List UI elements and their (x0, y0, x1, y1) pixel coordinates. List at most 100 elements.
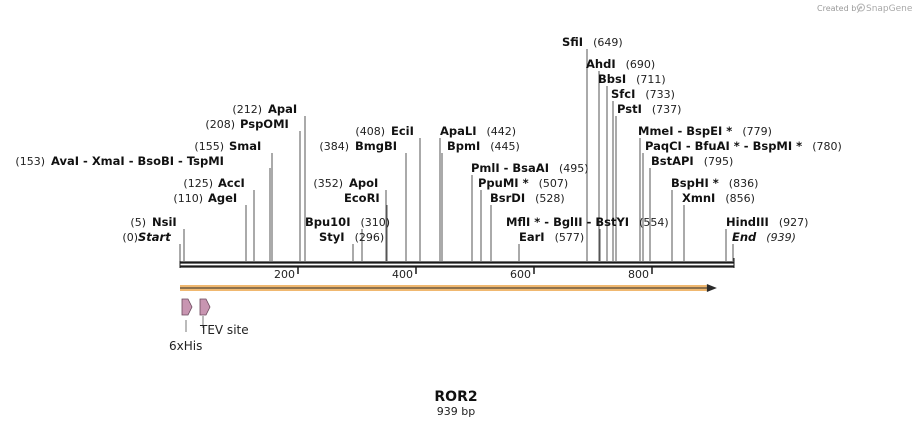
site-label-pmli-group: PmlI - BsaAI (495) (471, 161, 589, 175)
site-start: Start(0) (122, 230, 171, 244)
site-position-nsii: (5) (130, 216, 146, 229)
site-nsii: NsiI (5) (130, 215, 176, 229)
site-position-acci: (125) (183, 177, 213, 190)
enzyme-name: PspOMI (240, 117, 289, 131)
ruler-label-200: 200 (274, 268, 295, 281)
ruler: 200 400 600 800 (274, 266, 653, 281)
site-bstapi: BstAPI (795) (651, 154, 733, 168)
enzyme-name: PpuMI (478, 176, 519, 190)
enzyme-name: PaqCI (645, 139, 682, 153)
site-separator: - (79, 154, 92, 168)
enzyme-name: BglII (553, 215, 583, 229)
enzyme-name: BstAPI (651, 154, 694, 168)
enzyme-star: * (722, 124, 732, 138)
site-position-mmei-group: (779) (742, 125, 772, 138)
site-label-ecori: EcoRI (344, 191, 380, 205)
enzyme-name: ApaLI (440, 124, 477, 138)
enzyme-name: StyI (319, 230, 345, 244)
site-position-ecii: (408) (355, 125, 385, 138)
site-paqci-group: PaqCI - BfuAI * - BspMI * (780) (645, 139, 842, 153)
enzyme-name: ApaI (268, 102, 297, 116)
site-label-styi: StyI (296) (319, 230, 384, 244)
site-mfli-group: MflI * - BglII - BstYI (554) (506, 215, 669, 229)
restriction-sites: Start(0)NsiI(5) AgeI (110) AccI (125) AvaI - … (15, 35, 841, 244)
enzyme-name: SmaI (229, 139, 261, 153)
site-hindiii: HindIII (927) (726, 215, 808, 229)
enzyme-name: BfuAI (695, 139, 730, 153)
site-position-bsrdi: (528) (535, 192, 565, 205)
site-label-bbsi: BbsI (711) (598, 72, 666, 86)
site-label-paqci-group: PaqCI - BfuAI * - BspMI * (780) (645, 139, 842, 153)
site-avai-group: AvaI - XmaI - BsoBI - TspMI (153) (15, 154, 224, 168)
enzyme-star: * (792, 139, 802, 153)
enzyme-star: * (519, 176, 529, 190)
site-position-sfii: (649) (593, 36, 623, 49)
feature-tev: TEV site (199, 298, 249, 337)
site-label-apoi: ApoI (349, 176, 378, 190)
site-label-apai: ApaI (268, 102, 297, 116)
enzyme-star: * (709, 176, 719, 190)
site-mmei-group: MmeI - BspEI * (779) (638, 124, 772, 138)
enzyme-name: BspEI (686, 124, 722, 138)
enzyme-name: PmlI (471, 161, 500, 175)
site-position-avai-group: (153) (15, 155, 45, 168)
site-position-eari: (577) (555, 231, 585, 244)
site-pspomi: PspOMI (208) (205, 117, 288, 131)
site-position-apali: (442) (487, 125, 517, 138)
enzyme-name: BstYI (595, 215, 629, 229)
site-label-bmgbi: BmgBI (355, 139, 397, 153)
site-label-bpu10i: Bpu10I (310) (305, 215, 390, 229)
site-label-avai-group: AvaI - XmaI - BsoBI - TspMI (51, 154, 224, 168)
site-position-pspomi: (208) (205, 118, 235, 131)
site-ecori: EcoRI (344, 191, 380, 205)
site-bsphi: BspHI * (836) (671, 176, 758, 190)
enzyme-star: * (730, 139, 740, 153)
site-label-end: End (939) (732, 230, 796, 244)
site-position-bpmi: (445) (490, 140, 520, 153)
site-sfci: SfcI (733) (611, 87, 675, 101)
site-position-styi: (296) (355, 231, 385, 244)
feature-6xhis: 6xHis (169, 298, 202, 353)
site-separator: - (682, 139, 695, 153)
site-agei: AgeI (110) (173, 191, 237, 205)
site-position-start: (0) (122, 231, 138, 244)
site-position-mfli-group: (554) (639, 216, 669, 229)
site-pmli-group: PmlI - BsaAI (495) (471, 161, 589, 175)
sequence-title: ROR2 (434, 389, 477, 405)
site-bpmi: BpmI (445) (447, 139, 520, 153)
site-psti: PstI (737) (617, 102, 681, 116)
site-position-apai: (212) (232, 103, 262, 116)
site-label-mmei-group: MmeI - BspEI * (779) (638, 124, 772, 138)
enzyme-name: BpmI (447, 139, 480, 153)
ruler-label-800: 800 (628, 268, 649, 281)
site-label-hindiii: HindIII (927) (726, 215, 808, 229)
enzyme-name: End (732, 230, 757, 244)
feature-orf (180, 284, 717, 292)
enzyme-name: BbsI (598, 72, 626, 86)
site-position-paqci-group: (780) (812, 140, 842, 153)
site-position-apoi: (352) (313, 177, 343, 190)
sequence-backbone (179, 258, 735, 268)
site-bmgbi: BmgBI (384) (319, 139, 397, 153)
enzyme-name: AccI (218, 176, 245, 190)
site-separator: - (125, 154, 138, 168)
site-label-sfii: SfiI (649) (562, 35, 623, 49)
site-position-pmli-group: (495) (559, 162, 589, 175)
enzyme-name: EarI (519, 230, 545, 244)
site-apali: ApaLI (442) (440, 124, 516, 138)
site-position-smai: (155) (194, 140, 224, 153)
enzyme-name: BspHI (671, 176, 709, 190)
site-bsrdi: BsrDI (528) (490, 191, 565, 205)
enzyme-name: AvaI (51, 154, 79, 168)
enzyme-name: BspMI (753, 139, 793, 153)
site-end: End (939) (732, 230, 796, 244)
site-label-agei: AgeI (208, 191, 237, 205)
site-label-ppumi: PpuMI * (507) (478, 176, 568, 190)
enzyme-name: EciI (391, 124, 414, 138)
enzyme-name: AhdI (586, 57, 616, 71)
site-position-bmgbi: (384) (319, 140, 349, 153)
site-position-agei: (110) (173, 192, 203, 205)
site-label-ecii: EciI (391, 124, 414, 138)
site-styi: StyI (296) (319, 230, 384, 244)
